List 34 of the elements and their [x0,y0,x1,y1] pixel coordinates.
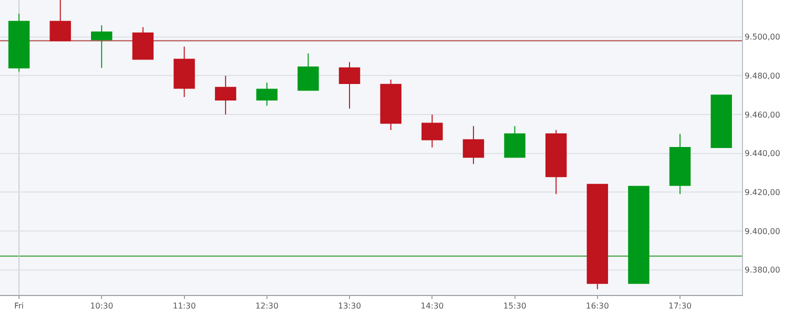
candlestick [256,82,278,106]
x-tick-label: 15:30 [503,302,526,311]
candlestick [669,133,691,195]
candlestick [545,130,567,195]
x-tick-label: 16:30 [586,302,609,311]
y-tick-label: 9.500,00 [744,32,780,42]
candlestick [8,13,30,72]
candlestick [338,62,360,110]
x-tick-label: 14:30 [420,302,444,311]
candlestick [422,114,443,148]
y-tick-label: 9.400,00 [744,226,780,236]
candlestick [380,79,402,131]
x-tick-label: 17:30 [668,302,692,311]
y-tick-label: 9.440,00 [744,149,780,158]
y-tick-label: 9.380,00 [744,266,780,275]
x-tick-label: 12:30 [255,302,278,311]
y-tick-label: 9.420,00 [744,188,780,197]
candlestick [462,126,484,164]
y-tick-label: 9.480,00 [744,71,780,80]
candlestick [586,184,608,290]
x-tick-label: 11:30 [172,302,196,311]
candlestick [132,26,154,60]
y-tick-label: 9.460,00 [744,110,780,120]
candlestick [50,0,71,42]
candlestick [504,126,526,158]
candlestick [298,52,319,91]
candlestick [174,46,195,98]
candlestick [214,75,236,116]
candlestick [628,186,650,284]
x-tick-label: 13:30 [338,302,362,311]
x-tick-label: 10:30 [90,302,114,311]
x-tick-label: Fri [14,302,24,311]
candlestick [710,94,732,148]
candlestick [91,24,112,68]
